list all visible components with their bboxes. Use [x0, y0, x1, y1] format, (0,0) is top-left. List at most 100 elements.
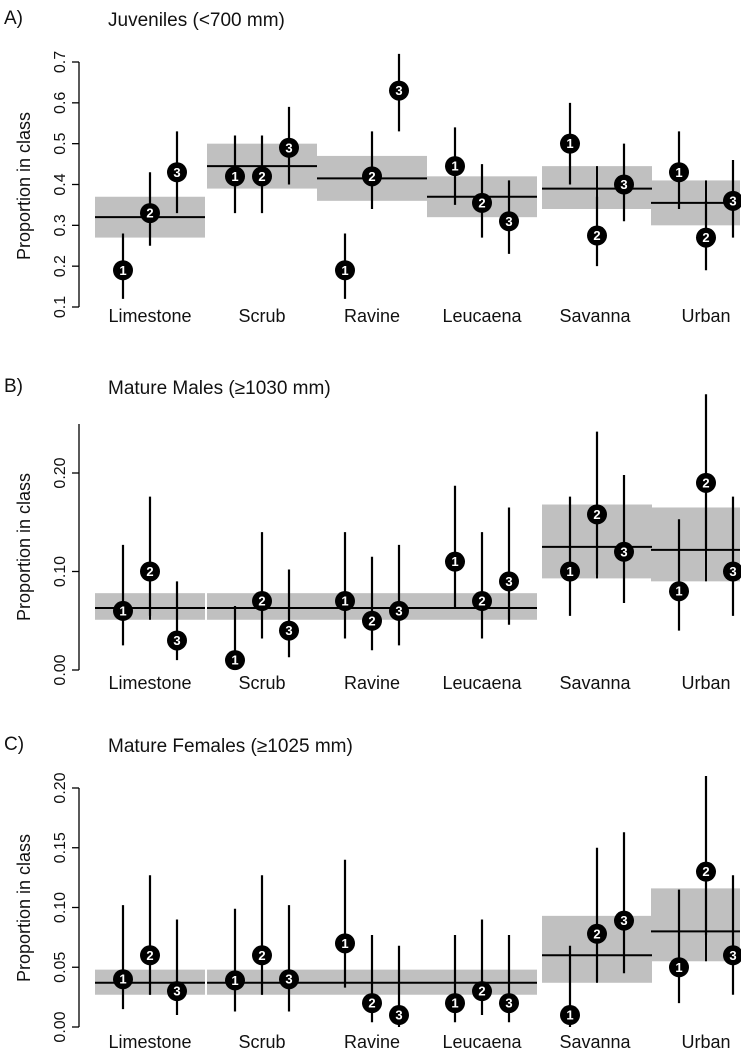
data-point-label: 3 — [505, 574, 512, 589]
data-point — [499, 993, 519, 1014]
data-point — [252, 166, 272, 187]
data-point — [279, 969, 299, 990]
data-point — [113, 260, 133, 281]
x-category-label: Ravine — [344, 306, 400, 326]
data-point-label: 2 — [702, 230, 709, 245]
x-category-label: Ravine — [344, 673, 400, 693]
data-point — [499, 571, 519, 592]
x-category-label: Leucaena — [442, 1032, 522, 1052]
data-point-label: 3 — [395, 83, 402, 98]
panel-mature-males: B) Mature Males (≥1030 mm) Proportion in c… — [4, 376, 741, 693]
data-point — [362, 993, 382, 1014]
y-tick-label: 0.20 — [52, 457, 69, 488]
data-point — [252, 591, 272, 612]
data-point-label: 2 — [593, 926, 600, 941]
data-point-label: 1 — [341, 936, 348, 951]
data-point-label: 1 — [675, 165, 682, 180]
data-point-label: 1 — [451, 554, 458, 569]
x-category-label: Limestone — [108, 1032, 191, 1052]
data-point — [362, 610, 382, 631]
x-category-label: Savanna — [559, 673, 631, 693]
data-point-label: 3 — [285, 140, 292, 155]
data-point — [587, 225, 607, 246]
x-category-label: Scrub — [238, 306, 285, 326]
data-point-label: 3 — [285, 972, 292, 987]
data-point — [113, 600, 133, 621]
panel-mature-females: C) Mature Females (≥1025 mm) Proportion in… — [4, 734, 741, 1052]
data-point-label: 1 — [231, 973, 238, 988]
panel-letter: A) — [4, 8, 23, 29]
data-point — [669, 581, 689, 602]
panel-title: Mature Females (≥1025 mm) — [108, 736, 353, 757]
x-category-label: Urban — [681, 673, 730, 693]
panel-title: Juveniles (<700 mm) — [108, 10, 285, 31]
data-point — [696, 861, 716, 882]
x-category-label: Scrub — [238, 673, 285, 693]
data-point — [723, 945, 741, 966]
panel-title: Mature Males (≥1030 mm) — [108, 378, 331, 399]
data-point-label: 3 — [505, 214, 512, 229]
data-point — [140, 203, 160, 224]
data-point-label: 2 — [478, 195, 485, 210]
data-point — [335, 260, 355, 281]
y-tick-label: 0.00 — [52, 1011, 69, 1042]
data-point-label: 2 — [702, 864, 709, 879]
x-category-label: Savanna — [559, 306, 631, 326]
y-tick-label: 0.3 — [52, 214, 69, 236]
y-tick-label: 0.00 — [52, 654, 69, 685]
y-tick-label: 0.4 — [52, 173, 69, 195]
data-point-label: 3 — [620, 177, 627, 192]
data-point-label: 1 — [231, 169, 238, 184]
data-point — [445, 551, 465, 572]
data-point-label: 1 — [451, 996, 458, 1011]
y-axis-label: Proportion in class — [14, 473, 34, 621]
x-category-label: Scrub — [238, 1032, 285, 1052]
y-axis-label: Proportion in class — [14, 112, 34, 260]
data-point — [560, 133, 580, 154]
data-point-label: 2 — [258, 169, 265, 184]
x-category-label: Leucaena — [442, 306, 522, 326]
y-tick-label: 0.10 — [52, 892, 69, 923]
data-point — [472, 192, 492, 213]
panel-letter: B) — [4, 376, 23, 397]
data-point — [472, 591, 492, 612]
data-point-label: 3 — [173, 984, 180, 999]
data-point-label: 2 — [368, 996, 375, 1011]
x-category-label: Savanna — [559, 1032, 631, 1052]
data-point-label: 1 — [675, 584, 682, 599]
data-point — [614, 910, 634, 931]
data-point-label: 2 — [593, 228, 600, 243]
data-point — [167, 162, 187, 183]
x-category-label: Leucaena — [442, 673, 522, 693]
x-category-label: Ravine — [344, 1032, 400, 1052]
data-point-label: 3 — [729, 564, 736, 579]
data-point-label: 1 — [119, 972, 126, 987]
x-category-label: Limestone — [108, 673, 191, 693]
data-point — [225, 166, 245, 187]
data-point-label: 2 — [368, 169, 375, 184]
y-tick-label: 0.10 — [52, 556, 69, 587]
data-point — [335, 591, 355, 612]
x-category-label: Limestone — [108, 306, 191, 326]
data-point-label: 2 — [593, 507, 600, 522]
data-point-label: 1 — [119, 603, 126, 618]
y-tick-label: 0.6 — [52, 92, 69, 114]
data-point-label: 1 — [341, 263, 348, 278]
data-point-label: 3 — [395, 1008, 402, 1023]
data-point — [252, 945, 272, 966]
data-point — [113, 969, 133, 990]
data-point-label: 3 — [173, 633, 180, 648]
data-point-label: 3 — [173, 165, 180, 180]
data-point-label: 2 — [368, 613, 375, 628]
data-point-label: 2 — [258, 594, 265, 609]
y-tick-label: 0.5 — [52, 132, 69, 154]
data-point-label: 1 — [341, 594, 348, 609]
data-point — [614, 541, 634, 562]
panel-juveniles: A) Juveniles (<700 mm) Proportion in class… — [4, 8, 741, 326]
data-point-label: 1 — [566, 1008, 573, 1023]
data-point — [140, 561, 160, 582]
data-point-label: 2 — [146, 206, 153, 221]
data-point — [560, 561, 580, 582]
data-point — [669, 957, 689, 978]
data-point — [140, 945, 160, 966]
